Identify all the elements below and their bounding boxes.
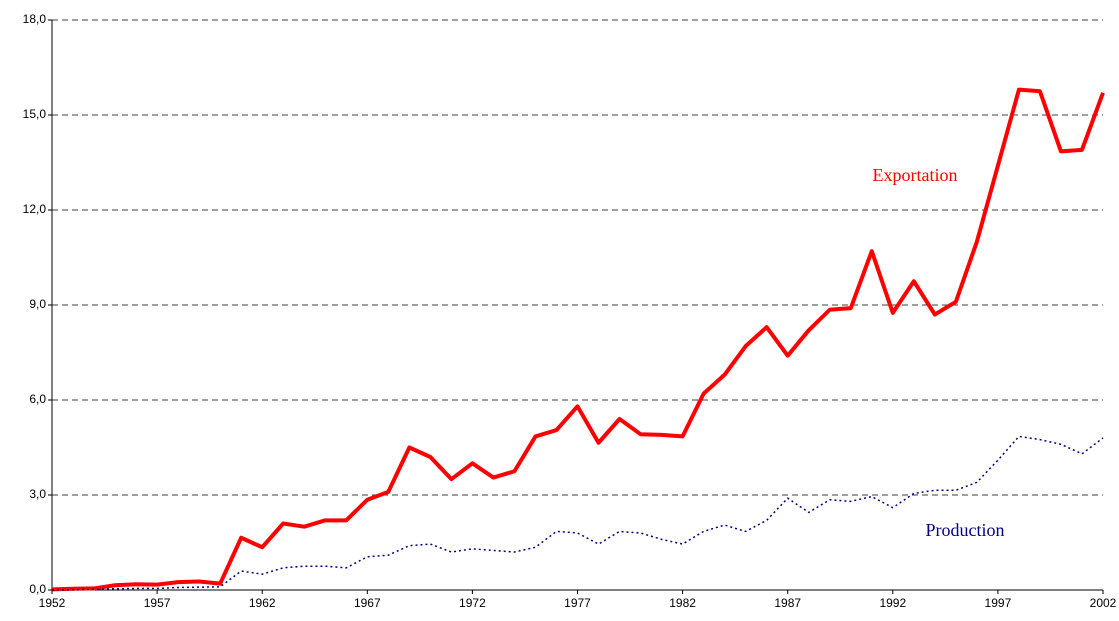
series-line [51, 87, 1105, 592]
x-tick-label: 1972 [459, 596, 486, 610]
series-label: Production [926, 520, 1005, 540]
x-tick-label: 1982 [669, 596, 696, 610]
x-tick-label: 1977 [564, 596, 591, 610]
x-tick-label: 1992 [879, 596, 906, 610]
x-tick-label: 2002 [1090, 596, 1117, 610]
series-label: Exportation [873, 165, 958, 185]
y-tick-label: 3,0 [29, 487, 46, 501]
x-tick-label: 1997 [985, 596, 1012, 610]
x-tick-label: 1962 [249, 596, 276, 610]
y-tick-label: 6,0 [29, 392, 46, 406]
series-line [51, 435, 1104, 591]
y-tick-label: 18,0 [23, 12, 47, 26]
y-tick-label: 0,0 [29, 582, 46, 596]
x-tick-label: 1967 [354, 596, 381, 610]
y-tick-label: 15,0 [23, 107, 47, 121]
x-tick-label: 1952 [39, 596, 66, 610]
y-tick-label: 9,0 [29, 297, 46, 311]
x-tick-label: 1957 [144, 596, 171, 610]
x-tick-label: 1987 [774, 596, 801, 610]
y-tick-label: 12,0 [23, 202, 47, 216]
